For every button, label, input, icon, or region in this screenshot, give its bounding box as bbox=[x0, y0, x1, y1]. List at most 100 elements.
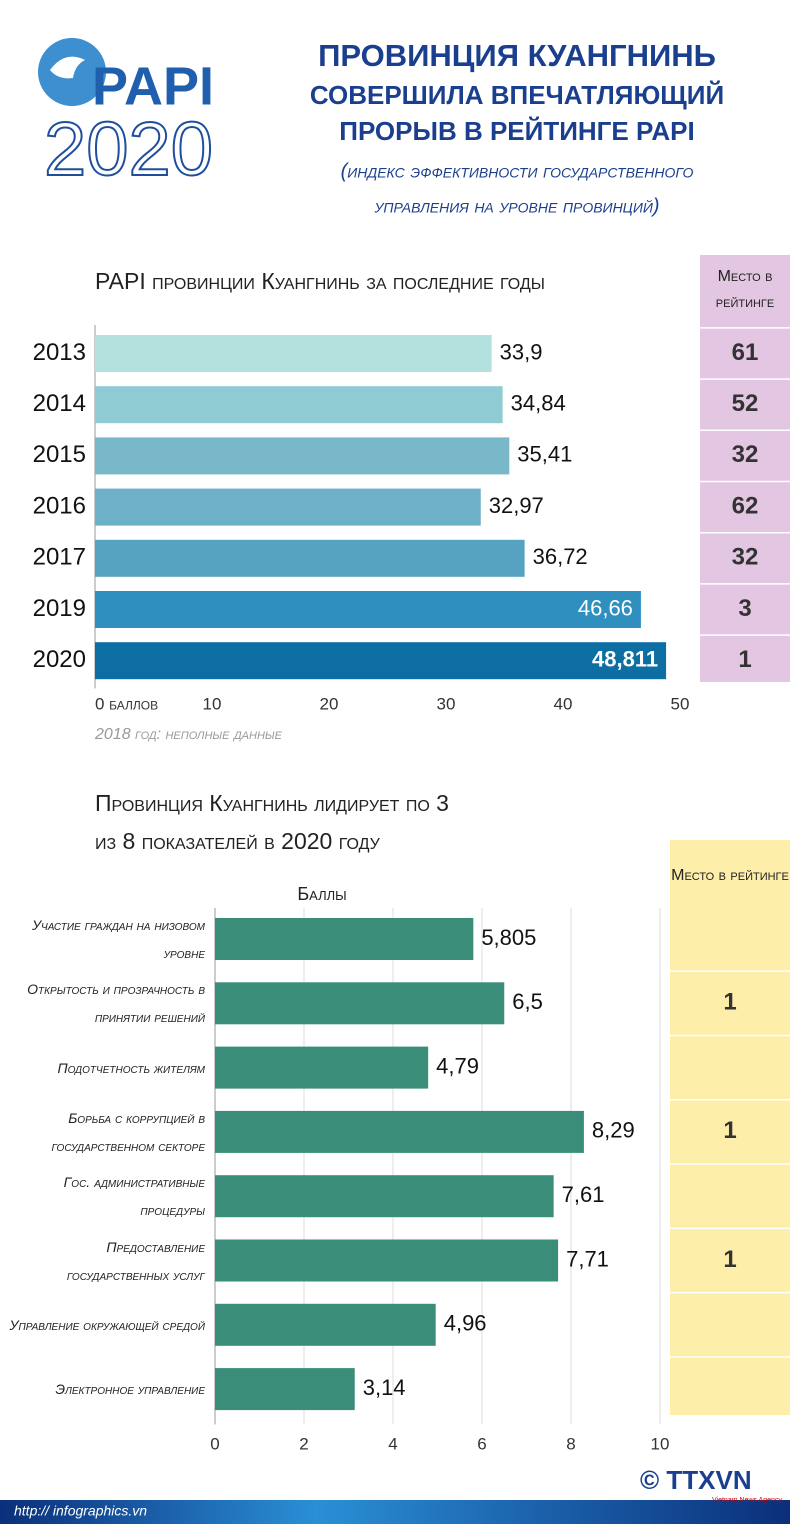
y-tick-label: 2014 bbox=[33, 390, 86, 417]
logo-year: 2020 bbox=[44, 107, 213, 192]
footer-url: http:// infographics.vn bbox=[14, 1503, 147, 1519]
x-tick-label: 0 баллов bbox=[95, 694, 158, 713]
x-tick-label: 50 bbox=[671, 694, 690, 713]
rank-value: 1 bbox=[723, 989, 736, 1016]
bar bbox=[95, 539, 525, 577]
x-tick-label: 6 bbox=[477, 1434, 486, 1453]
y-tick-label: Борьба с коррупцией в государственном се… bbox=[51, 1109, 205, 1154]
chart-title: из 8 показателей в 2020 году bbox=[95, 828, 381, 854]
rank-value: 32 bbox=[732, 544, 759, 571]
x-tick-label: 10 bbox=[203, 694, 222, 713]
y-tick-label-box: Участие граждан на низовом уровне bbox=[32, 917, 205, 961]
rank-value: 1 bbox=[723, 1246, 736, 1273]
bar bbox=[95, 437, 510, 475]
bar bbox=[95, 335, 492, 372]
subtitle-line: (индекс эффективности государственного bbox=[341, 160, 694, 182]
annotation: 2018 год: неполные данные bbox=[94, 726, 283, 743]
bar bbox=[215, 1046, 429, 1089]
x-tick-label: 10 bbox=[651, 1434, 670, 1453]
x-tick-label: 40 bbox=[554, 694, 573, 713]
y-tick-label: 2015 bbox=[33, 441, 86, 468]
value-label: 48,811 bbox=[592, 647, 658, 672]
y-tick-label-box: Предоставление государственных услуг bbox=[66, 1238, 205, 1283]
value-label: 7,61 bbox=[562, 1182, 605, 1207]
value-label: 4,79 bbox=[436, 1053, 479, 1078]
footer-band bbox=[0, 1500, 790, 1524]
y-tick-label: 2017 bbox=[33, 544, 86, 571]
y-tick-label-box: Борьба с коррупцией в государственном се… bbox=[51, 1109, 205, 1154]
x-tick-label: 0 bbox=[210, 1434, 219, 1453]
rank-header: Место в рейтинге bbox=[671, 867, 789, 884]
logo-dove bbox=[50, 56, 85, 79]
y-tick-label: 2016 bbox=[33, 492, 86, 519]
value-label: 32,97 bbox=[489, 493, 544, 518]
y-tick-label-box: Гос. административные процедуры bbox=[63, 1174, 205, 1219]
bar bbox=[215, 1368, 355, 1411]
y-tick-label-box: Управление окружающей средой bbox=[9, 1316, 206, 1333]
value-label: 6,5 bbox=[512, 989, 543, 1014]
value-label: 35,41 bbox=[517, 442, 572, 467]
bar bbox=[95, 488, 481, 526]
value-label: 8,29 bbox=[592, 1118, 635, 1143]
title-line: ПРОРЫВ В РЕЙТИНГЕ PAPI bbox=[339, 116, 694, 146]
bar bbox=[215, 1303, 436, 1346]
rank-value: 1 bbox=[723, 1117, 736, 1144]
y-tick-label-box: Подотчетность жителям bbox=[57, 1059, 205, 1076]
bar bbox=[215, 1110, 584, 1153]
title-line: ПРОВИНЦИЯ КУАНГНИНЬ bbox=[318, 38, 716, 73]
value-label: 4,96 bbox=[444, 1311, 487, 1336]
rank-panel bbox=[700, 255, 790, 682]
logo-text: PAPI bbox=[92, 56, 214, 116]
chart-title: PAPI провинции Куангнинь за последние го… bbox=[95, 268, 545, 294]
y-tick-label: Предоставление государственных услуг bbox=[66, 1238, 205, 1283]
y-tick-label: Управление окружающей средой bbox=[9, 1316, 206, 1333]
value-label: 5,805 bbox=[481, 925, 536, 950]
bar bbox=[215, 1175, 554, 1218]
value-label: 7,71 bbox=[566, 1246, 609, 1271]
y-tick-label: Подотчетность жителям bbox=[57, 1059, 205, 1076]
value-label: 46,66 bbox=[578, 595, 633, 620]
agency-sub: Vietnam News Agency bbox=[712, 1497, 782, 1504]
bar bbox=[95, 591, 641, 628]
x-tick-label: 4 bbox=[388, 1434, 397, 1453]
value-label: 34,84 bbox=[511, 391, 566, 416]
x-axis-label: Баллы bbox=[297, 884, 346, 904]
rank-header-box: Место в рейтинге bbox=[671, 867, 789, 884]
value-label: 36,72 bbox=[533, 544, 588, 569]
x-tick-label: 2 bbox=[299, 1434, 308, 1453]
rank-value: 52 bbox=[732, 390, 759, 417]
y-tick-label: 2020 bbox=[33, 646, 86, 673]
y-tick-label-box: Электронное управление bbox=[55, 1381, 205, 1398]
bar bbox=[215, 918, 474, 960]
rank-value: 1 bbox=[738, 646, 751, 673]
value-label: 3,14 bbox=[363, 1375, 406, 1400]
value-label: 33,9 bbox=[500, 339, 543, 364]
chart-title: Провинция Куангнинь лидирует по 3 bbox=[95, 790, 449, 816]
y-tick-label: 2019 bbox=[33, 595, 86, 622]
bar bbox=[215, 1239, 559, 1282]
y-tick-label: Участие граждан на низовом уровне bbox=[32, 917, 205, 961]
bar bbox=[215, 982, 505, 1025]
y-tick-label: Гос. административные процедуры bbox=[63, 1174, 205, 1219]
bar bbox=[95, 642, 667, 680]
x-tick-label: 20 bbox=[320, 694, 339, 713]
rank-value: 62 bbox=[732, 492, 759, 519]
rank-header: Место в рейтинге bbox=[715, 268, 775, 311]
agency-logo: © TTXVN bbox=[640, 1465, 752, 1495]
x-tick-label: 30 bbox=[437, 694, 456, 713]
y-tick-label: Электронное управление bbox=[55, 1381, 205, 1398]
y-tick-label-box: Открытость и прозрачность в принятии реш… bbox=[27, 981, 205, 1026]
y-tick-label: Открытость и прозрачность в принятии реш… bbox=[27, 981, 205, 1026]
subtitle-line: управления на уровне провинций) bbox=[373, 195, 659, 217]
rank-header-box: Место в рейтинге bbox=[715, 268, 775, 311]
y-tick-label: 2013 bbox=[33, 339, 86, 366]
title-line: СОВЕРШИЛА ВПЕЧАТЛЯЮЩИЙ bbox=[310, 80, 724, 110]
x-tick-label: 8 bbox=[566, 1434, 575, 1453]
rank-value: 3 bbox=[738, 595, 751, 622]
rank-value: 61 bbox=[732, 339, 759, 366]
rank-value: 32 bbox=[732, 441, 759, 468]
bar bbox=[95, 386, 503, 424]
rank-panel bbox=[670, 840, 790, 1415]
